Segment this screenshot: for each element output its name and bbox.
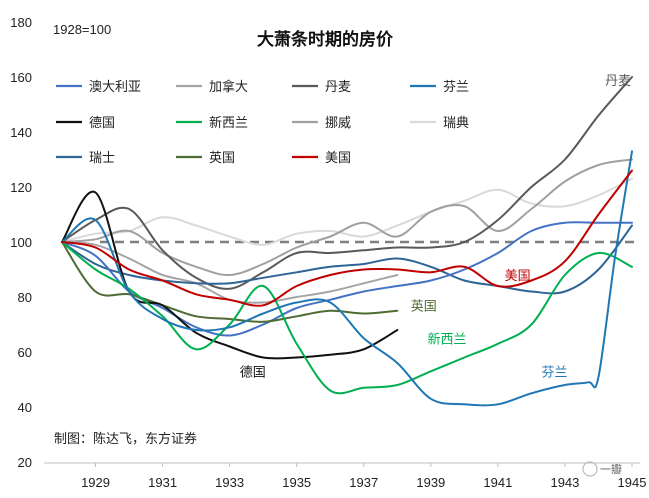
x-tick-label: 1945 xyxy=(618,475,647,490)
legend-label: 瑞士 xyxy=(89,151,115,166)
series-line-芬兰 xyxy=(61,150,633,407)
series-lines xyxy=(61,76,633,407)
series-line-德国 xyxy=(61,190,399,360)
y-tick-label: 40 xyxy=(18,400,32,415)
legend-label: 挪威 xyxy=(325,116,351,131)
x-tick-label: 1939 xyxy=(416,475,445,490)
y-tick-label: 100 xyxy=(10,235,32,250)
y-tick-label: 140 xyxy=(10,125,32,140)
source-note: 制图：陈达飞，东方证券 xyxy=(54,431,197,447)
series-line-新西兰 xyxy=(61,241,633,395)
x-tick-label: 1943 xyxy=(550,475,579,490)
legend-label: 新西兰 xyxy=(209,115,248,131)
watermark: 一瓣 xyxy=(582,461,622,477)
legend-label: 澳大利亚 xyxy=(89,79,141,95)
watermark-text: 一瓣 xyxy=(600,462,622,476)
y-tick-label: 20 xyxy=(18,455,32,470)
series-line-丹麦 xyxy=(61,76,633,290)
series-annotation: 芬兰 xyxy=(541,365,567,380)
x-tick-label: 1929 xyxy=(81,475,110,490)
series-annotation: 英国 xyxy=(411,299,437,314)
legend-label: 瑞典 xyxy=(443,116,469,131)
legend-label: 加拿大 xyxy=(209,79,248,95)
y-tick-label: 160 xyxy=(10,70,32,85)
x-tick-label: 1933 xyxy=(215,475,244,490)
series-annotation: 德国 xyxy=(240,365,266,380)
y-tick-label: 120 xyxy=(10,180,32,195)
legend-label: 德国 xyxy=(89,116,115,131)
watermark-logo-icon xyxy=(582,461,598,477)
base-year-note: 1928=100 xyxy=(53,22,111,37)
x-tick-label: 1935 xyxy=(282,475,311,490)
series-line-澳大利亚 xyxy=(61,221,633,337)
legend-label: 英国 xyxy=(209,151,235,166)
legend-label: 丹麦 xyxy=(325,80,351,95)
axis-ticks: 20 40 60 80 100 120 140 160 180 1929 1931 1933 1935 1… xyxy=(10,15,646,490)
chart-title: 大萧条时期的房价 xyxy=(257,29,394,50)
y-tick-label: 180 xyxy=(10,15,32,30)
legend-label: 美国 xyxy=(325,151,351,166)
legend-label: 芬兰 xyxy=(443,80,469,95)
series-annotation: 丹麦 xyxy=(605,74,631,89)
series-line-美国 xyxy=(61,169,633,307)
y-tick-label: 60 xyxy=(18,345,32,360)
y-tick-label: 80 xyxy=(18,290,32,305)
x-tick-label: 1931 xyxy=(148,475,177,490)
series-line-瑞典 xyxy=(61,177,633,246)
series-line-挪威 xyxy=(61,158,633,277)
series-annotation: 美国 xyxy=(505,269,531,284)
x-tick-label: 1937 xyxy=(349,475,378,490)
x-tick-label: 1941 xyxy=(483,475,512,490)
series-annotation: 新西兰 xyxy=(427,331,466,347)
